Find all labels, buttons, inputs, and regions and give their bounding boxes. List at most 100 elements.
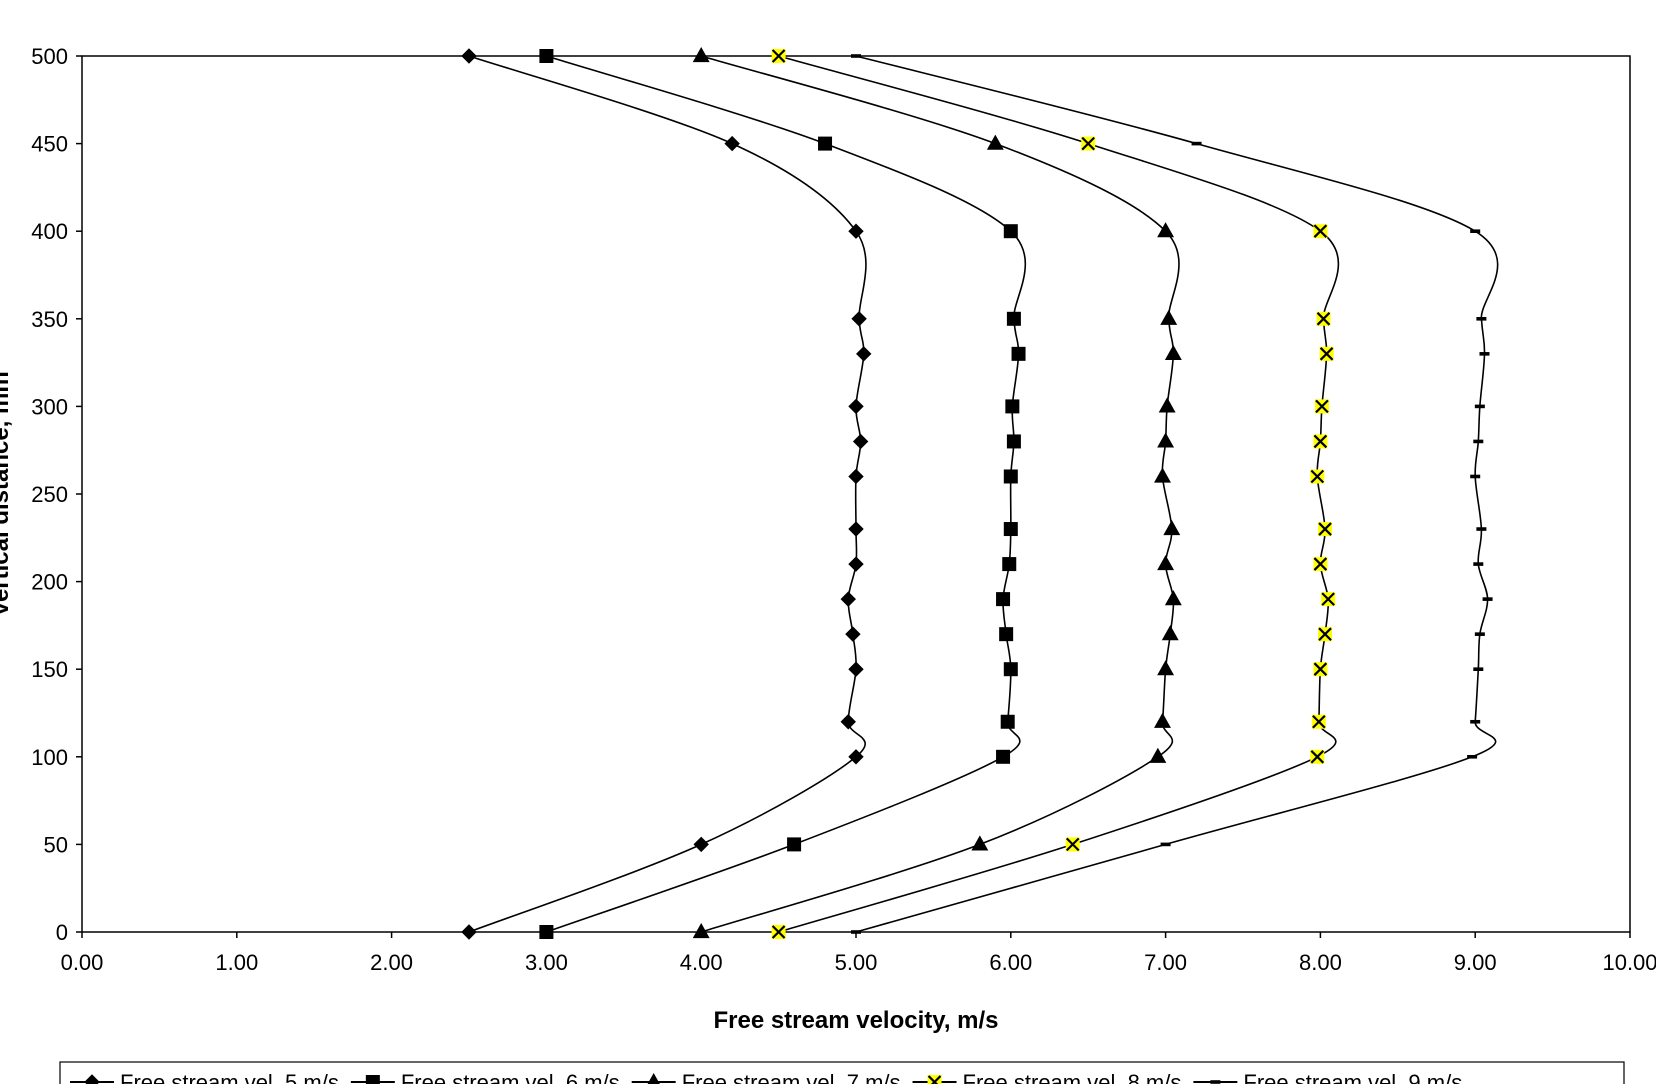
y-tick-label: 300 <box>31 394 68 419</box>
marker-cross <box>1310 469 1325 484</box>
x-tick-label: 4.00 <box>680 950 723 975</box>
data-point <box>1310 749 1325 764</box>
x-tick-label: 7.00 <box>1144 950 1187 975</box>
x-tick-label: 0.00 <box>61 950 104 975</box>
data-point <box>461 924 477 940</box>
data-point <box>539 925 554 939</box>
data-point <box>1482 597 1493 601</box>
data-point <box>851 54 861 58</box>
data-point <box>1318 627 1333 642</box>
data-point <box>1470 229 1481 233</box>
data-point <box>848 223 864 239</box>
data-point <box>848 521 864 537</box>
data-point <box>539 49 554 63</box>
data-point <box>1158 397 1176 413</box>
legend: Free stream vel. 5 m/s Free stream vel. 6… <box>59 1061 1625 1089</box>
data-point <box>986 134 1004 150</box>
marker-cross <box>1315 399 1329 414</box>
data-point <box>971 835 989 851</box>
data-point <box>1314 399 1329 414</box>
data-point <box>1149 747 1167 763</box>
data-point <box>771 925 786 939</box>
data-point <box>693 836 709 853</box>
data-point <box>1470 474 1481 479</box>
data-point <box>1467 755 1478 759</box>
data-point <box>1313 434 1328 449</box>
data-point <box>1003 469 1018 484</box>
data-point <box>1003 522 1018 537</box>
data-point <box>1318 522 1333 537</box>
series-layer <box>461 46 1499 940</box>
data-point <box>1003 224 1018 239</box>
y-tick-label: 100 <box>31 745 68 770</box>
legend-marker <box>365 1075 380 1089</box>
data-point <box>1006 311 1021 326</box>
data-point <box>848 468 864 485</box>
marker-cross <box>1065 837 1080 852</box>
data-point <box>856 346 872 362</box>
data-point <box>1191 141 1202 146</box>
data-point <box>724 135 740 152</box>
marker-cross <box>1081 136 1095 151</box>
data-point <box>848 661 864 677</box>
series-3 <box>692 46 1182 939</box>
data-point <box>1313 224 1328 239</box>
marker-cross <box>1319 347 1334 361</box>
y-tick-label: 350 <box>31 307 68 332</box>
x-tick-label: 9.00 <box>1454 950 1497 975</box>
data-point <box>1065 837 1080 852</box>
data-point <box>1474 404 1485 409</box>
x-tick-label: 5.00 <box>835 950 878 975</box>
y-tick-label: 200 <box>31 570 68 595</box>
marker-cross <box>1313 557 1328 571</box>
y-tick-label: 500 <box>31 44 68 69</box>
x-tick-label: 3.00 <box>525 950 568 975</box>
data-point <box>1163 520 1181 536</box>
legend-marker <box>1210 1080 1221 1084</box>
x-tick-label: 10.00 <box>1602 950 1656 975</box>
data-point <box>1313 662 1328 677</box>
data-point <box>461 48 477 64</box>
data-point <box>1319 346 1334 361</box>
series-5 <box>851 54 1499 934</box>
data-point <box>692 922 710 939</box>
series-2 <box>539 49 1027 939</box>
data-point <box>1479 352 1490 356</box>
data-point <box>1000 714 1015 729</box>
marker-cross <box>1310 750 1325 764</box>
data-point <box>1011 346 1026 361</box>
marker-cross <box>1312 714 1326 729</box>
data-point <box>1081 136 1096 151</box>
y-axis-title: Vertical distance, mm <box>0 371 14 616</box>
data-point <box>1002 557 1017 572</box>
y-tick-label: 450 <box>31 132 68 157</box>
data-point <box>1476 317 1487 321</box>
x-tick-label: 8.00 <box>1299 950 1342 975</box>
marker-cross <box>1313 662 1328 676</box>
data-point <box>1154 467 1171 483</box>
series-4 <box>771 49 1340 939</box>
data-point <box>1473 439 1484 444</box>
y-tick-label: 0 <box>56 920 68 945</box>
data-point <box>848 398 864 415</box>
marker-cross <box>1321 592 1335 606</box>
data-point <box>1321 592 1336 607</box>
x-axis: 0.00 1.00 2.00 3.00 4.00 5.00 6.00 7.00 8.00 9.00… <box>61 932 1656 975</box>
data-point <box>692 46 710 63</box>
data-point <box>1316 311 1331 326</box>
data-point <box>840 714 856 730</box>
data-point <box>1473 562 1484 566</box>
data-point <box>840 591 856 607</box>
data-point <box>1157 222 1175 238</box>
data-point <box>1164 344 1182 360</box>
legend-label: Free stream vel. 7 m/s <box>682 1070 901 1084</box>
x-tick-label: 2.00 <box>370 950 413 975</box>
data-point <box>848 749 864 765</box>
data-point <box>1310 469 1325 484</box>
data-point <box>1160 309 1178 325</box>
legend-label: Free stream vel. 8 m/s <box>963 1070 1182 1084</box>
data-point <box>1157 555 1175 571</box>
marker-cross <box>771 925 786 939</box>
data-point <box>787 837 802 852</box>
